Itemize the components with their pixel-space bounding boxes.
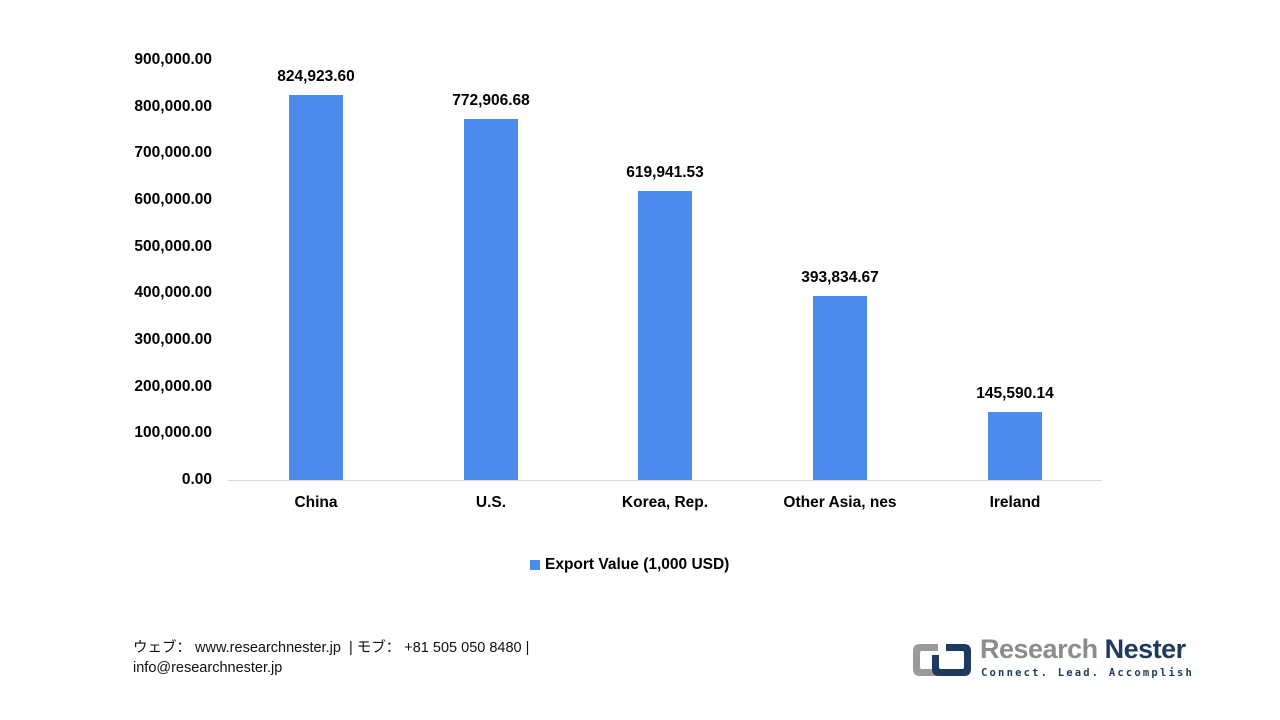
x-category-label: China [294,494,338,511]
bar-value-label: 824,923.60 [277,68,355,86]
bar-value-label: 145,590.14 [976,385,1054,403]
logo-tagline: Connect. Lead. Accomplish [981,667,1195,679]
y-tick-label: 600,000.00 [134,191,212,208]
y-tick-label: 200,000.00 [134,377,212,395]
x-category-label: Korea, Rep. [621,494,709,511]
x-category-label: U.S. [475,494,507,511]
bar-value-label: 772,906.68 [452,92,530,110]
x-category-label: Other Asia, nes [783,494,897,511]
y-tick-label: 800,000.00 [134,97,212,115]
y-tick-label: 900,000.00 [134,51,212,68]
bar [988,412,1042,480]
x-category-label: Ireland [989,494,1041,511]
y-tick-label: 700,000.00 [134,144,212,162]
chart-legend: Export Value (1,000 USD) [530,556,729,574]
legend-label: Export Value (1,000 USD) [545,556,730,573]
y-tick-label: 100,000.00 [134,424,212,442]
bar-chart: 900,000.00 800,000.00 700,000.00 600,000.00… [134,51,1102,574]
research-nester-logo: Research Nester Connect. Lead. Accomplis… [910,634,1192,680]
y-tick-label: 500,000.00 [134,237,212,255]
bar-value-label: 393,834.67 [801,269,879,287]
footer-contact: ウェブ： www.researchnester.jp | モブ： +81 505… [133,638,529,678]
footer-line-web-phone: ウェブ： www.researchnester.jp | モブ： +81 505… [133,640,530,656]
bar [813,296,867,480]
footer-line-email: info@researchnester.jp [133,660,283,676]
logo-mark-icon [913,644,971,676]
logo-word-nester: Nester [1104,634,1187,664]
y-tick-label: 300,000.00 [134,331,212,348]
legend-swatch-icon [530,560,540,570]
logo-word-research: Research [980,634,1098,664]
y-tick-label: 400,000.00 [134,284,212,302]
bar-value-label: 619,941.53 [626,163,704,181]
bar [464,119,518,480]
bar [638,190,692,480]
x-axis-line [228,480,1102,481]
y-tick-label: 0.00 [181,471,212,488]
bar [289,95,343,480]
